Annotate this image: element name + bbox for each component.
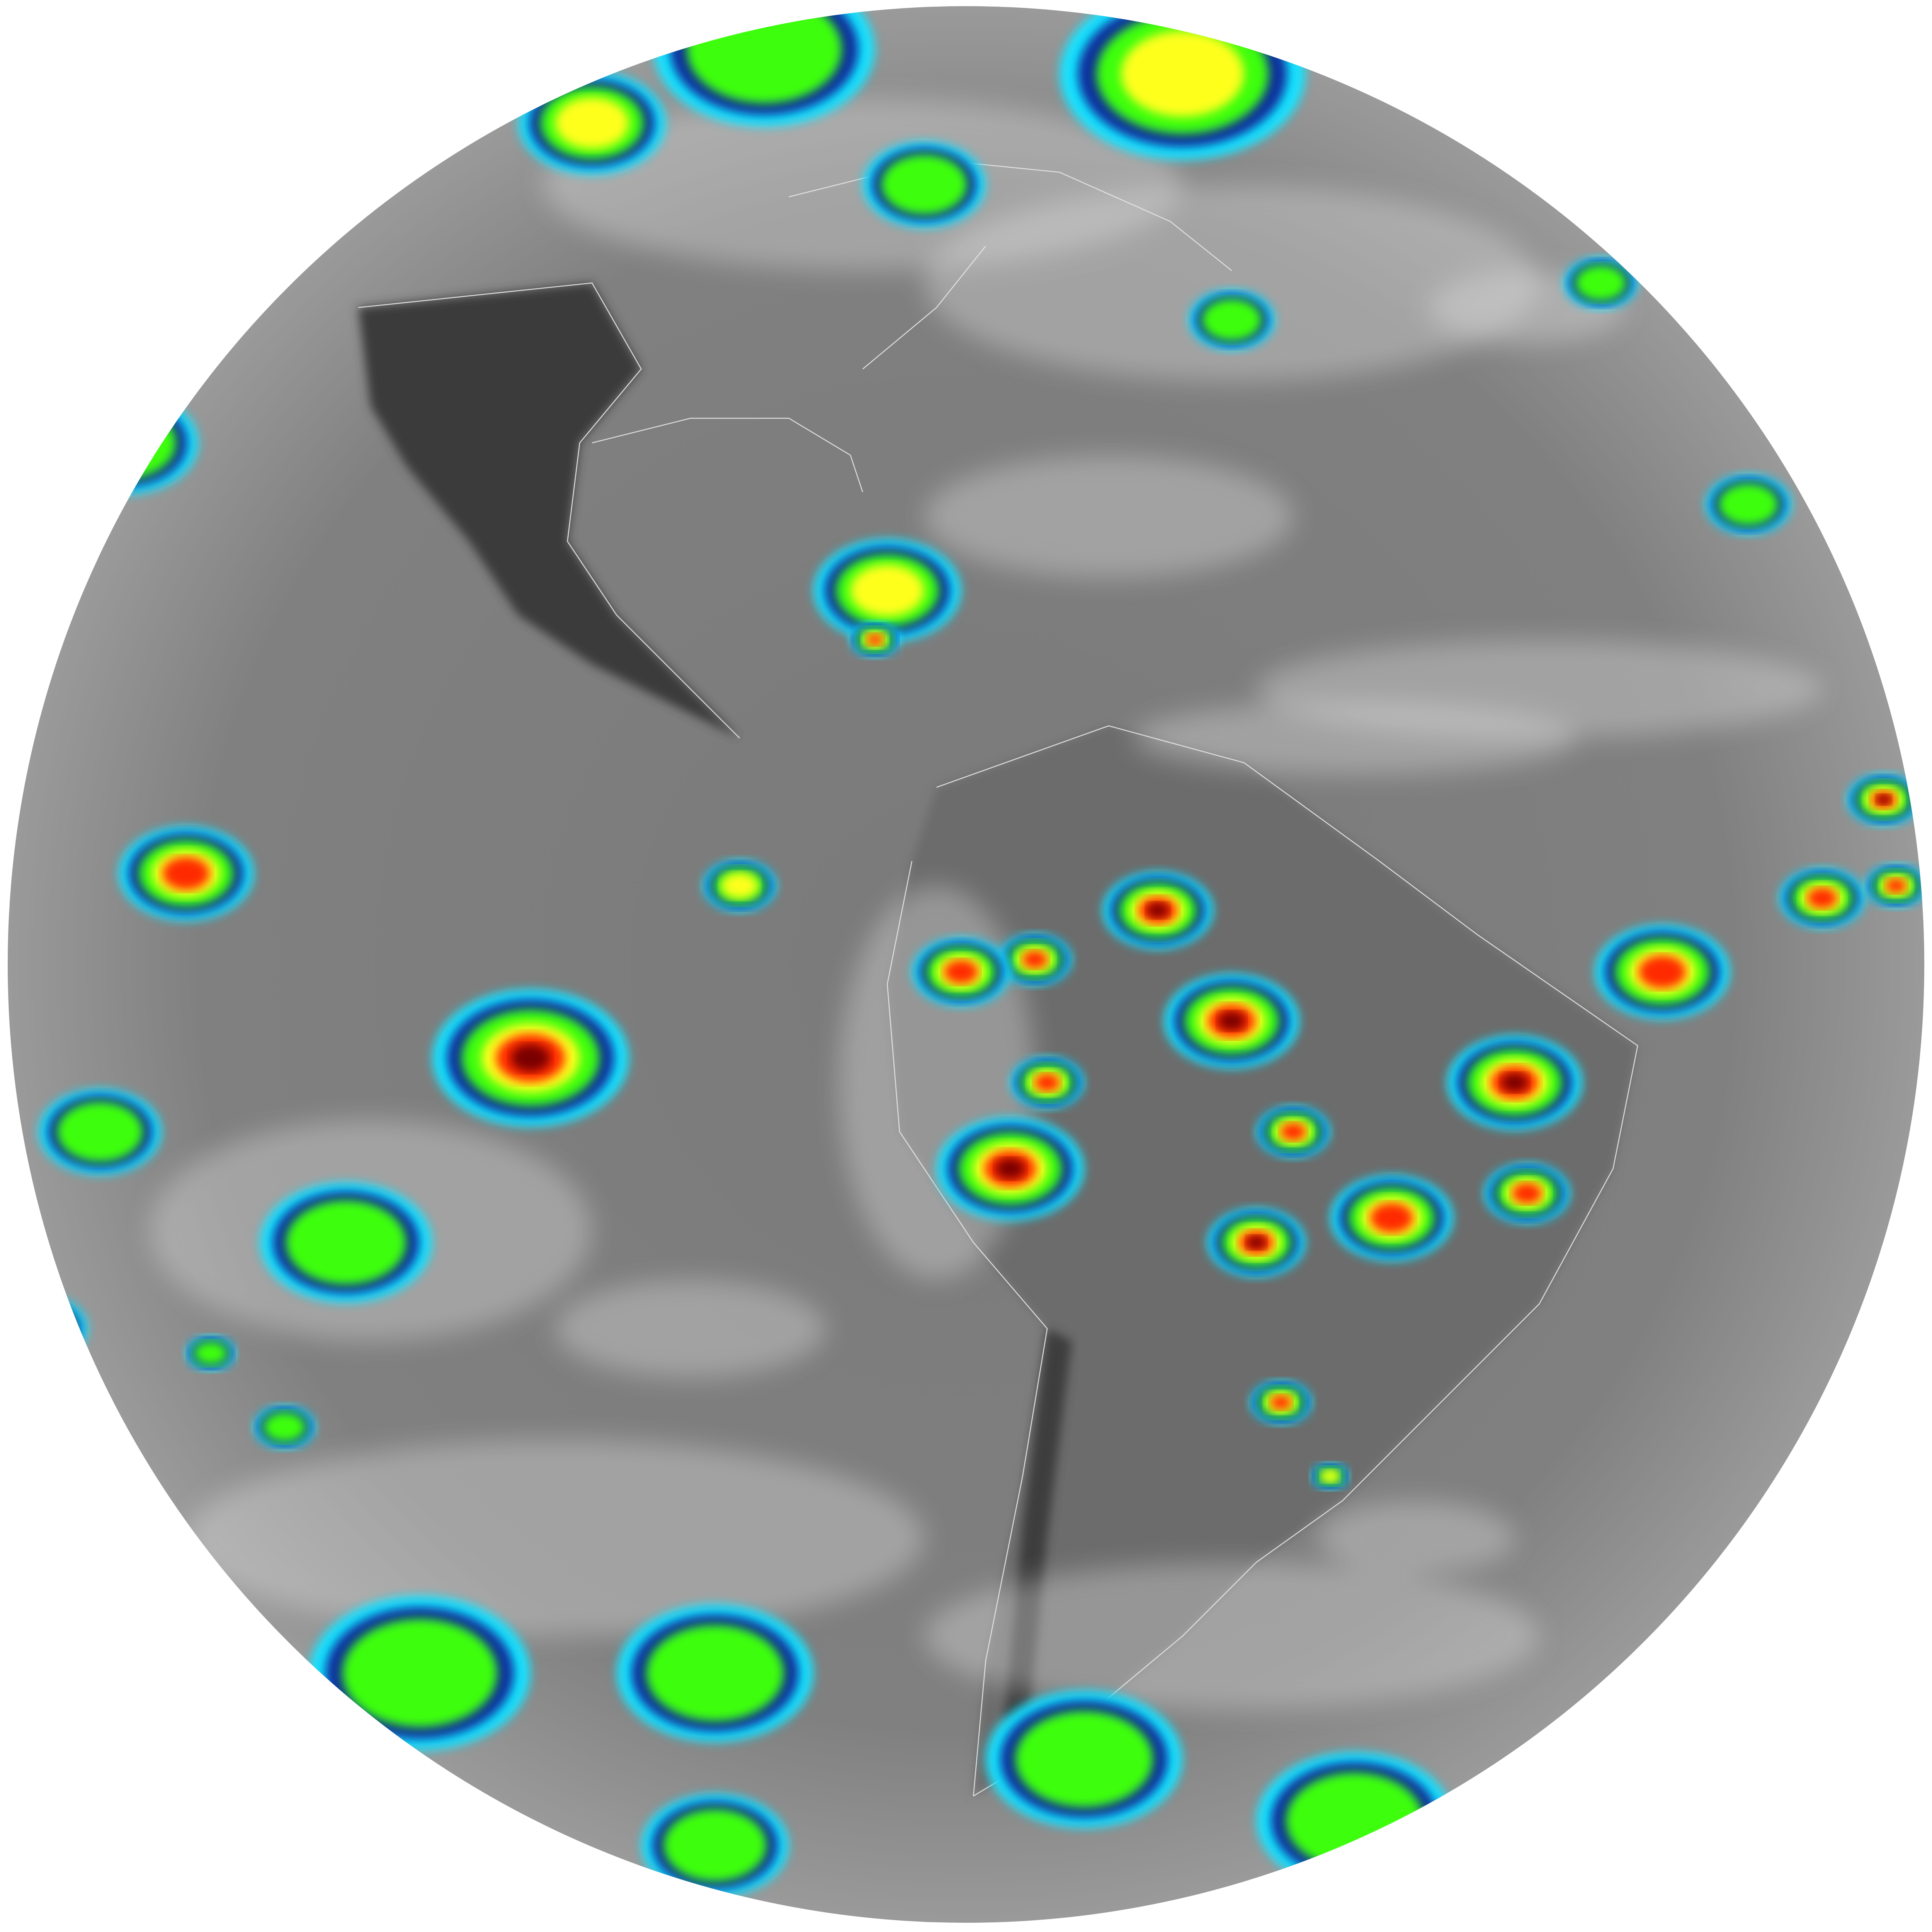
storm-cell (998, 934, 1072, 986)
storm-cell (641, 1793, 789, 1897)
storm-cell (1594, 924, 1730, 1019)
storm-cell (1847, 774, 1921, 826)
storm-cell (1256, 1752, 1453, 1890)
temperature-contour (1015, 1711, 1153, 1808)
storm-cell (850, 622, 900, 657)
mexico-landmass (358, 283, 740, 738)
temperature-contour (1270, 1395, 1292, 1410)
temperature-contour (162, 857, 210, 890)
cloud-band (1318, 1501, 1515, 1575)
temperature-contour (721, 872, 758, 899)
temperature-contour (286, 1200, 406, 1285)
cloud-band (186, 1439, 924, 1636)
temperature-contour (7, 1299, 80, 1358)
temperature-contour (342, 1619, 498, 1728)
cloud-band (924, 1562, 1539, 1710)
cloud-band (1133, 701, 1577, 775)
cloud-layer (149, 98, 1822, 1710)
temperature-contour (663, 1809, 767, 1882)
temperature-contour (57, 1101, 143, 1162)
temperature-contour (944, 959, 978, 984)
temperature-contour (1121, 31, 1244, 117)
storm-cell (985, 1690, 1183, 1828)
storm-cell (1164, 973, 1299, 1069)
storm-cell (702, 860, 777, 912)
temperature-contour (1280, 1122, 1306, 1141)
temperature-contour (1575, 265, 1627, 301)
storm-cell (1207, 1208, 1306, 1277)
storm-cell (1564, 257, 1638, 309)
temperature-contour (1512, 1182, 1542, 1204)
temperature-contour (1246, 1235, 1266, 1250)
temperature-contour (1876, 794, 1891, 805)
temperature-contour (687, 6, 842, 104)
cloud-band (924, 184, 1539, 381)
storm-cell (862, 141, 986, 228)
temperature-contour (866, 633, 884, 646)
storm-cell (38, 1088, 162, 1175)
storm-cell (51, 391, 199, 495)
storm-cell (936, 1117, 1084, 1221)
storm-cell (1330, 1175, 1453, 1261)
temperature-contour (1718, 483, 1779, 526)
temperature-contour (193, 1341, 228, 1366)
temperature-contour (850, 565, 924, 617)
cloud-band (924, 455, 1293, 578)
storm-cell (432, 989, 629, 1127)
temperature-contour (511, 1044, 550, 1072)
temperature-contour (1286, 1772, 1424, 1869)
temperature-contour (73, 406, 177, 479)
temperature-contour (555, 97, 629, 149)
coastlines (358, 159, 1638, 1797)
temperature-contour (1034, 1073, 1060, 1092)
temperature-contour (1885, 878, 1907, 893)
storm-cell (118, 826, 254, 921)
temperature-contour (1638, 955, 1686, 989)
cloud-band (555, 1279, 826, 1378)
storm-cell (1865, 864, 1925, 907)
temperature-contour (1201, 299, 1262, 341)
storm-cell (1010, 1056, 1084, 1109)
storm-cell (1189, 289, 1275, 350)
storm-cell (1779, 868, 1866, 929)
storm-cell (253, 1405, 315, 1449)
storm-cell (1250, 1381, 1312, 1424)
temperature-contour (881, 154, 968, 215)
storm-cell (616, 1604, 814, 1742)
temperature-contour (1807, 887, 1837, 909)
temperature-contour (263, 1412, 306, 1442)
temperature-contour (1321, 1469, 1340, 1483)
storm-cell (1256, 1106, 1330, 1158)
temperature-contour (7, 1304, 73, 1353)
storm-cell (1102, 871, 1213, 949)
storm-cell (309, 1595, 531, 1751)
storm-cell (912, 937, 1010, 1007)
temperature-contour (1501, 1073, 1528, 1092)
temperature-contour (1218, 1011, 1245, 1031)
temperature-contour (1147, 902, 1169, 918)
storm-cell (813, 539, 961, 642)
storm-cell (260, 1182, 432, 1303)
temperature-contour (646, 1624, 784, 1721)
temperature-contour (1022, 950, 1048, 969)
temperature-contour (14, 1311, 63, 1346)
storm-cell (1447, 1035, 1583, 1130)
temperature-contour (1370, 1202, 1413, 1233)
storm-cell (1705, 474, 1792, 535)
storm-cell (1484, 1163, 1570, 1224)
storm-cell (186, 1336, 235, 1371)
storm-cell (518, 71, 666, 175)
storm-cell (1311, 1463, 1349, 1489)
temperature-contour (995, 1158, 1025, 1179)
